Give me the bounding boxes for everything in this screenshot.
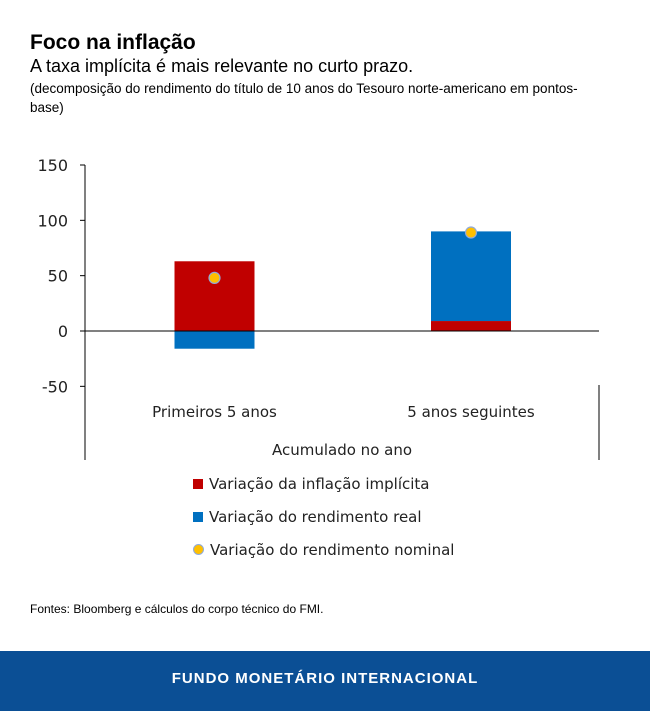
x-axis-label: Acumulado no ano (272, 441, 412, 459)
legend-label: Variação do rendimento real (209, 508, 422, 526)
legend-marker (193, 544, 204, 555)
y-tick-label: 0 (58, 322, 68, 341)
y-tick-label: 150 (37, 156, 68, 175)
bar-segment (174, 261, 255, 331)
legend-item-nominal: Variação do rendimento nominal (193, 541, 454, 559)
chart-title: Foco na inflação (30, 31, 196, 54)
y-tick-label: 100 (37, 211, 68, 230)
legend-label: Variação do rendimento nominal (210, 541, 455, 559)
legend-swatch (193, 479, 203, 489)
legend-item-inflation: Variação da inflação implícita (193, 475, 430, 493)
x-tick-label: Primeiros 5 anos (152, 403, 277, 421)
bar-segment (431, 231, 511, 322)
chart-subtitle: A taxa implícita é mais relevante no cur… (30, 56, 414, 76)
legend-label: Variação da inflação implícita (209, 475, 430, 493)
source-note: Fontes: Bloomberg e cálculos do corpo té… (30, 602, 324, 616)
nominal-point (464, 226, 478, 239)
nominal-point (208, 271, 221, 284)
bar-segment (174, 331, 255, 349)
x-tick-label: 5 anos seguintes (407, 403, 535, 421)
bar-segment (431, 321, 511, 331)
footer-banner: FUNDO MONETÁRIO INTERNACIONAL (0, 651, 650, 711)
y-tick-label: -50 (42, 377, 68, 396)
legend-swatch (193, 512, 203, 522)
y-tick-label: 50 (48, 267, 68, 286)
legend-item-real: Variação do rendimento real (193, 508, 422, 526)
chart-note: (decomposição do rendimento do título de… (30, 81, 578, 115)
